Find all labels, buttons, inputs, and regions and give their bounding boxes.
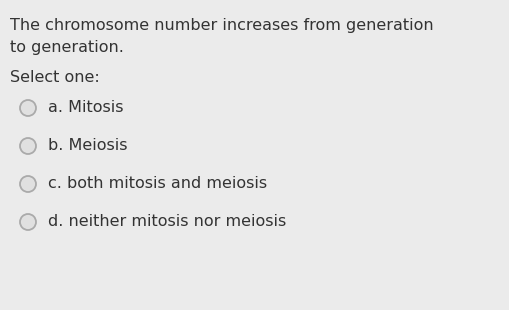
Text: b. Meiosis: b. Meiosis <box>48 139 127 153</box>
Text: c. both mitosis and meiosis: c. both mitosis and meiosis <box>48 176 267 192</box>
Circle shape <box>20 214 36 230</box>
Text: Select one:: Select one: <box>10 70 100 85</box>
Text: to generation.: to generation. <box>10 40 124 55</box>
Text: a. Mitosis: a. Mitosis <box>48 100 124 116</box>
Text: The chromosome number increases from generation: The chromosome number increases from gen… <box>10 18 434 33</box>
Circle shape <box>20 138 36 154</box>
Circle shape <box>20 100 36 116</box>
Circle shape <box>20 176 36 192</box>
Text: d. neither mitosis nor meiosis: d. neither mitosis nor meiosis <box>48 215 286 229</box>
